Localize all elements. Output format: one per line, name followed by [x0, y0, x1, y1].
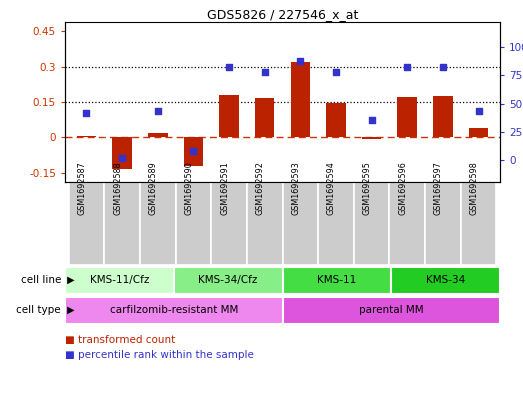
Text: ■ percentile rank within the sample: ■ percentile rank within the sample — [65, 350, 254, 360]
Text: GSM1692593: GSM1692593 — [291, 161, 300, 215]
Bar — [148, 133, 167, 137]
Text: carfilzomib-resistant MM: carfilzomib-resistant MM — [109, 305, 238, 315]
Bar — [469, 129, 488, 137]
Bar — [282, 182, 318, 265]
Text: GSM1692587: GSM1692587 — [77, 161, 86, 215]
Bar — [255, 99, 275, 137]
Bar — [390, 182, 425, 265]
Text: cell type: cell type — [16, 305, 61, 315]
Bar — [69, 182, 104, 265]
Bar — [282, 266, 391, 294]
Bar — [219, 95, 239, 137]
Bar — [174, 266, 282, 294]
Text: KMS-11/Cfz: KMS-11/Cfz — [89, 275, 149, 285]
Bar — [326, 103, 346, 137]
Point — [368, 116, 376, 123]
Point — [474, 107, 483, 114]
Bar — [290, 62, 310, 137]
Text: cell line: cell line — [20, 275, 61, 285]
Bar — [433, 96, 453, 137]
Text: GSM1692589: GSM1692589 — [149, 161, 158, 215]
Text: GSM1692594: GSM1692594 — [327, 161, 336, 215]
Bar — [211, 182, 247, 265]
Point — [154, 107, 162, 114]
Point — [118, 155, 126, 161]
Bar — [65, 296, 282, 323]
Point — [82, 110, 90, 116]
Point — [225, 64, 233, 70]
Text: ▶: ▶ — [64, 305, 75, 315]
Text: GSM1692592: GSM1692592 — [256, 161, 265, 215]
Text: ■ transformed count: ■ transformed count — [65, 335, 175, 345]
Text: GSM1692588: GSM1692588 — [113, 161, 122, 215]
Text: KMS-34: KMS-34 — [426, 275, 465, 285]
Bar — [391, 266, 500, 294]
Bar — [140, 182, 176, 265]
Bar — [461, 182, 496, 265]
Bar — [318, 182, 354, 265]
Point — [189, 148, 198, 154]
Bar — [354, 182, 390, 265]
Bar — [397, 97, 417, 137]
Text: GSM1692596: GSM1692596 — [399, 161, 407, 215]
Text: parental MM: parental MM — [359, 305, 424, 315]
Point — [332, 69, 340, 75]
Text: ▶: ▶ — [64, 275, 75, 285]
Bar — [282, 296, 500, 323]
Bar — [112, 137, 132, 169]
Title: GDS5826 / 227546_x_at: GDS5826 / 227546_x_at — [207, 8, 358, 21]
Text: KMS-34/Cfz: KMS-34/Cfz — [198, 275, 258, 285]
Text: GSM1692597: GSM1692597 — [434, 161, 443, 215]
Bar — [362, 137, 381, 139]
Bar — [104, 182, 140, 265]
Text: GSM1692598: GSM1692598 — [470, 161, 479, 215]
Text: GSM1692595: GSM1692595 — [362, 161, 372, 215]
Text: KMS-11: KMS-11 — [317, 275, 357, 285]
Bar — [247, 182, 282, 265]
Bar — [65, 266, 174, 294]
Bar — [184, 137, 203, 165]
Point — [260, 69, 269, 75]
Text: GSM1692590: GSM1692590 — [185, 161, 194, 215]
Point — [439, 64, 447, 70]
Point — [403, 64, 412, 70]
Bar — [425, 182, 461, 265]
Text: GSM1692591: GSM1692591 — [220, 161, 229, 215]
Bar — [76, 136, 96, 137]
Point — [296, 57, 304, 64]
Bar — [176, 182, 211, 265]
